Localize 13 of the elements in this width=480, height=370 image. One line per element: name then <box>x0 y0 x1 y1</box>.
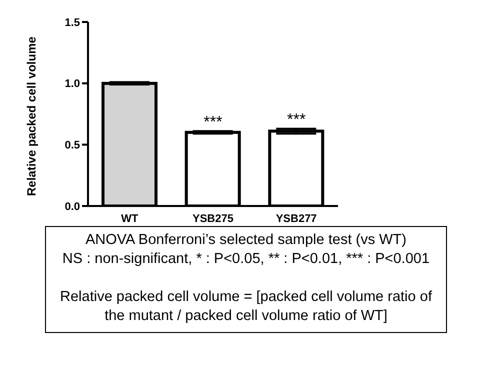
y-tick-label: 0.5 <box>64 140 80 152</box>
text: Relative packed cell volume = [packed cell volume ratio of the mutant / packed cell volume ratio of WT] <box>59 288 433 326</box>
y-tick-label: 1.0 <box>64 78 80 90</box>
x-tick-label: YSB277 <box>276 212 317 225</box>
x-tick-label: YSB275 <box>192 212 234 225</box>
text: ANOVA Bonferroni’s selected sample test (vs WT) <box>84 231 408 250</box>
annotation: *** <box>204 114 222 132</box>
x-tick-label: WT <box>121 212 138 225</box>
y-tick-label: 0.0 <box>64 200 80 213</box>
y-tick-label: 1.5 <box>64 16 80 29</box>
y-axis-title: Relative packed cell volume <box>24 36 38 196</box>
text: NS : non-significant, * : P<0.05, ** : P<0.01, *** : P<0.001 <box>61 250 431 269</box>
annotation: *** <box>286 112 306 129</box>
